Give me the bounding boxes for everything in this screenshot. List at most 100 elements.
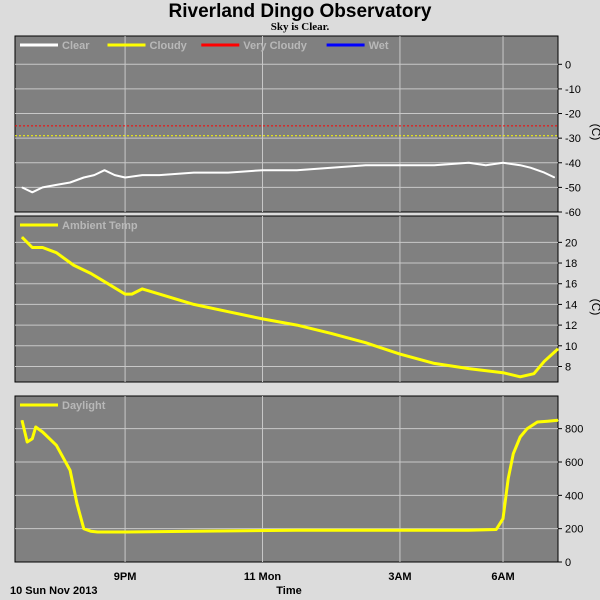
y-tick-label: 200 [565,524,583,536]
data-point [227,172,229,174]
data-point [502,518,504,520]
data-point [141,174,143,176]
data-point [399,164,401,166]
y-tick-label: -30 [565,133,581,145]
data-point [83,177,85,179]
data-point [543,172,545,174]
data-point [90,530,92,532]
legend-entry: Cloudy [150,40,188,52]
y-tick-label: 20 [565,237,577,249]
y-tick-label: 400 [565,490,583,502]
data-point [399,353,401,355]
data-point [93,174,95,176]
data-point [543,360,545,362]
data-point [107,283,109,285]
data-point [124,293,126,295]
data-point [262,318,264,320]
data-point [42,186,44,188]
data-point [495,529,497,530]
y-tick-label: 800 [565,424,583,436]
data-point [131,293,133,295]
data-point [296,169,298,171]
data-point [114,174,116,176]
y-tick-label: 18 [565,258,577,270]
legend-entry: Very Cloudy [243,40,307,52]
data-point [31,438,33,440]
data-point [21,186,23,188]
y-tick-label: 10 [565,341,577,353]
data-point [35,426,37,428]
data-point [21,236,23,238]
data-point [141,288,143,290]
data-point [158,174,160,176]
data-point [512,453,514,455]
data-point [468,529,470,531]
data-point [124,177,126,179]
data-point [502,372,504,374]
data-point [365,342,367,344]
data-point [296,529,298,531]
data-point [547,420,549,422]
data-point [31,191,33,193]
data-point [519,376,521,378]
data-point [530,167,532,169]
data-point [433,164,435,166]
data-point [557,419,559,421]
date-label: 10 Sun Nov 2013 [10,585,97,597]
data-point [227,311,229,313]
data-point [55,184,57,186]
x-tick-label: 11 Mon [244,571,282,583]
data-point [526,428,528,430]
data-point [193,172,195,174]
chart-title: Riverland Dingo Observatory [168,1,432,22]
data-point [103,169,105,171]
data-point [69,469,71,471]
y-tick-label: -40 [565,158,581,170]
y-axis-unit: (C) [589,124,600,141]
data-point [76,503,78,505]
y-tick-label: 600 [565,457,583,469]
data-point [536,421,538,423]
plot-background [14,35,559,213]
data-point [21,419,23,421]
y-tick-label: 0 [565,557,571,569]
data-point [433,362,435,364]
legend-entry: Wet [369,40,389,52]
legend-entry: Ambient Temp [62,220,138,232]
data-point [365,164,367,166]
plot-background [14,395,559,563]
data-point [42,247,44,249]
data-point [468,162,470,164]
data-point [73,264,75,266]
data-point [90,272,92,274]
x-tick-label: 9PM [114,571,137,583]
data-point [42,431,44,433]
legend-entry: Daylight [62,400,106,412]
y-tick-label: 12 [565,320,577,332]
y-tick-label: 8 [565,361,571,373]
y-tick-label: 0 [565,59,571,71]
data-point [399,529,401,531]
data-point [124,531,126,533]
data-point [55,252,57,254]
x-axis-label: Time [276,585,301,597]
data-point [554,177,556,179]
x-tick-label: 6AM [491,571,514,583]
data-point [31,247,33,249]
data-point [502,162,504,164]
data-point [97,531,99,533]
legend-entry: Clear [62,40,90,52]
y-tick-label: -20 [565,109,581,121]
data-point [468,368,470,370]
data-point [158,293,160,295]
data-point [485,164,487,166]
data-point [533,373,535,375]
data-point [26,441,28,443]
y-tick-label: -60 [565,207,581,219]
panel-daylight: 800 600 400 200 0 Daylight [14,395,583,569]
data-point [193,303,195,305]
plot-background [14,215,559,383]
data-point [69,181,71,183]
y-tick-label: 14 [565,299,577,311]
